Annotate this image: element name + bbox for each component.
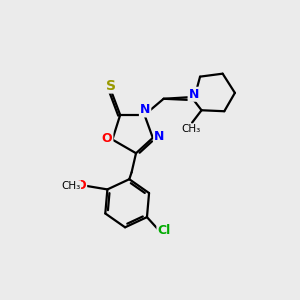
Text: CH₃: CH₃ [181, 124, 200, 134]
Text: N: N [189, 88, 199, 101]
Text: O: O [102, 132, 112, 145]
Text: CH₃: CH₃ [61, 181, 80, 191]
Text: N: N [140, 103, 150, 116]
Text: N: N [154, 130, 164, 143]
Text: S: S [106, 79, 116, 92]
Text: O: O [76, 179, 86, 192]
Text: Cl: Cl [158, 224, 171, 238]
